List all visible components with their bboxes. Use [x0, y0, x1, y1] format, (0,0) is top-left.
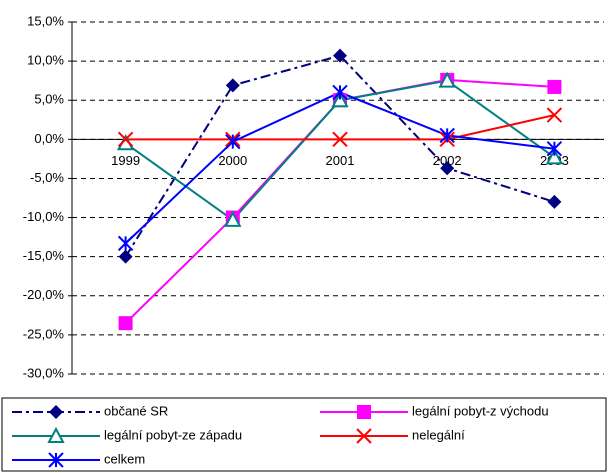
- data-point: [331, 91, 349, 108]
- data-point: [547, 194, 562, 209]
- y-tick-label: -15,0%: [23, 248, 65, 263]
- legend-label: nelegální: [412, 427, 465, 442]
- series-line: [124, 78, 555, 324]
- series-line: [124, 91, 555, 245]
- data-point: [547, 79, 562, 94]
- legend-marker: [49, 405, 63, 419]
- data-point: [117, 131, 134, 148]
- data-point: [332, 131, 348, 148]
- y-tick-label: 15,0%: [27, 13, 64, 28]
- y-tick-label: -25,0%: [23, 326, 65, 341]
- y-tick-label: 10,0%: [27, 53, 64, 68]
- x-tick-label: 2002: [433, 153, 462, 168]
- data-point: [118, 249, 133, 264]
- y-tick-label: -20,0%: [23, 287, 65, 302]
- y-tick-label: 5,0%: [34, 92, 64, 107]
- data-point: [118, 316, 133, 331]
- data-point: [546, 141, 563, 157]
- series-line: [124, 54, 555, 258]
- series-line: [125, 114, 555, 141]
- legend-marker: [47, 426, 65, 443]
- legend-label: legální pobyt-ze západu: [104, 427, 242, 442]
- x-tick-label: 1999: [111, 153, 140, 168]
- y-tick-label: -10,0%: [23, 209, 65, 224]
- data-point: [225, 133, 241, 150]
- x-tick-label: 2000: [218, 153, 247, 168]
- data-point: [225, 78, 240, 93]
- data-point: [438, 71, 456, 88]
- legend-marker: [356, 428, 372, 444]
- data-point: [332, 84, 348, 101]
- data-point: [224, 210, 242, 227]
- legend-label: legální pobyt-z východu: [412, 403, 549, 418]
- y-tick-label: 0,0%: [34, 131, 64, 146]
- legend-label: celkem: [104, 451, 145, 466]
- legend-marker: [48, 452, 64, 468]
- x-tick-label: 2001: [326, 153, 355, 168]
- data-point: [546, 107, 563, 123]
- data-point: [117, 235, 134, 252]
- data-point: [333, 48, 347, 63]
- data-point: [545, 148, 564, 165]
- y-tick-label: -5,0%: [30, 170, 64, 185]
- data-point: [439, 127, 455, 144]
- data-point: [440, 161, 455, 176]
- legend-box: [1, 397, 607, 472]
- y-tick-label: -30,0%: [23, 365, 65, 380]
- legend-label: občané SR: [104, 403, 168, 418]
- legend-marker: [357, 405, 371, 419]
